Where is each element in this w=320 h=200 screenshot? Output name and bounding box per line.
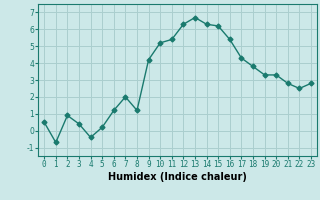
X-axis label: Humidex (Indice chaleur): Humidex (Indice chaleur) xyxy=(108,172,247,182)
